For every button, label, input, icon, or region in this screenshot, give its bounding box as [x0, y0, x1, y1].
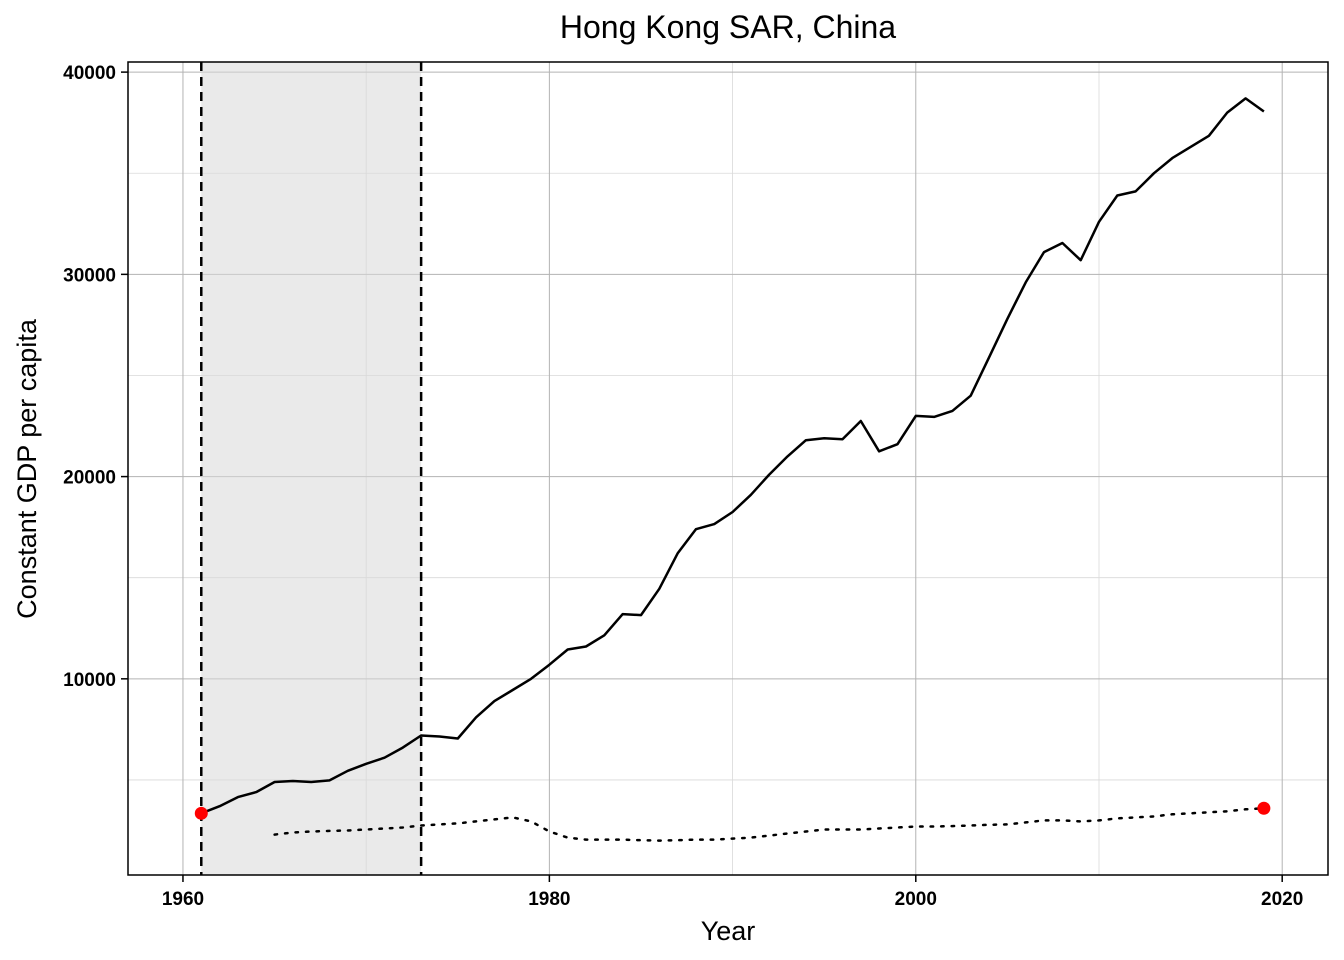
dotted-series-line — [273, 807, 1266, 842]
x-tick-label: 1960 — [162, 889, 204, 910]
x-tick-label: 2020 — [1261, 889, 1303, 910]
plot-border — [127, 61, 1329, 876]
y-tick-label: 10000 — [63, 670, 116, 691]
highlight-point — [1257, 801, 1271, 815]
series-lines — [200, 97, 1266, 842]
axis-ticks: 1960 1980 2000 2020 10000 20000 30000 40000 — [63, 63, 1303, 910]
solid-series-line — [200, 97, 1265, 815]
chart-title: Hong Kong SAR, China — [560, 9, 896, 45]
y-tick-label: 40000 — [63, 63, 116, 84]
x-axis-label: Year — [701, 916, 756, 946]
y-axis-label: Constant GDP per capita — [12, 318, 42, 619]
x-tick-label: 2000 — [895, 889, 937, 910]
x-tick-label: 1980 — [528, 889, 570, 910]
y-tick-label: 30000 — [63, 265, 116, 286]
shaded-period — [200, 62, 423, 875]
y-tick-label: 20000 — [63, 468, 116, 489]
highlight-points — [194, 801, 1271, 820]
shaded-period-area — [201, 62, 422, 875]
highlight-point — [194, 806, 208, 820]
